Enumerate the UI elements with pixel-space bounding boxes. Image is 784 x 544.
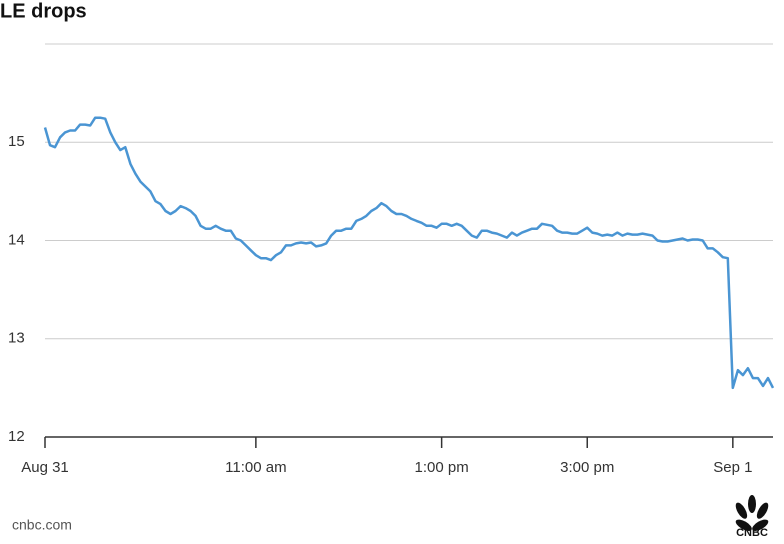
x-tick-label: 11:00 am — [225, 459, 286, 476]
y-tick-label: 14 — [8, 231, 25, 248]
y-tick-label: 12 — [8, 428, 25, 445]
logo-text: CNBC — [736, 527, 768, 539]
chart-title: LE drops — [0, 0, 87, 22]
x-tick-label: 1:00 pm — [415, 459, 469, 476]
y-tick-label: 15 — [8, 133, 25, 150]
y-tick-label: 13 — [8, 330, 25, 347]
source: cnbc.com — [12, 517, 72, 533]
x-tick-label: Sep 1 — [713, 459, 752, 476]
x-tick-label: Aug 31 — [21, 459, 69, 476]
x-tick-label: 3:00 pm — [560, 459, 614, 476]
logo: CNBC — [735, 495, 769, 539]
line — [43, 116, 775, 390]
